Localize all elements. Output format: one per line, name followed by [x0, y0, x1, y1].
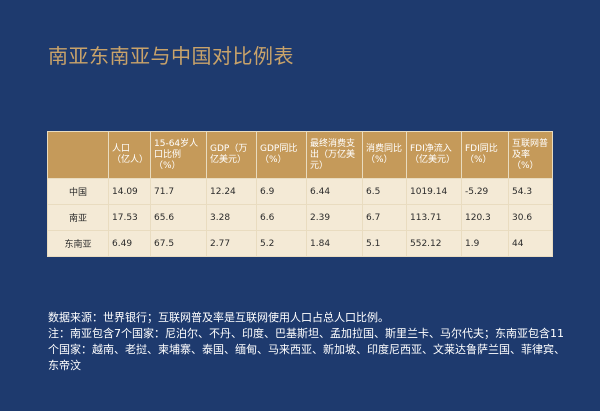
header-cell: GDP同比（%） — [256, 131, 307, 179]
table-cell: 54.3 — [508, 178, 553, 205]
header-cell: 15-64岁人口比例（%） — [150, 131, 207, 179]
table-cell: 2.77 — [206, 230, 257, 257]
header-cell: 最终消费支出（万亿美元） — [306, 131, 363, 179]
table-cell: 71.7 — [150, 178, 207, 205]
region-note: 注：南亚包含7个国家：尼泊尔、不丹、印度、巴基斯坦、孟加拉国、斯里兰卡、马尔代夫… — [48, 327, 565, 372]
table-cell: 3.28 — [206, 204, 257, 231]
header-cell: GDP（万亿美元） — [206, 131, 257, 179]
header-cell: FDI净流入（亿美元） — [406, 131, 462, 179]
table-cell: 5.1 — [362, 230, 407, 257]
table-row: 中国 14.09 71.7 12.24 6.9 6.44 6.5 1019.14… — [47, 178, 553, 205]
table-cell: 552.12 — [406, 230, 462, 257]
header-cell — [47, 131, 109, 179]
row-label: 中国 — [47, 178, 109, 205]
table-cell: 1019.14 — [406, 178, 462, 205]
table-cell: 113.71 — [406, 204, 462, 231]
table-cell: 6.7 — [362, 204, 407, 231]
table-cell: 6.49 — [108, 230, 151, 257]
table-cell: 2.39 — [306, 204, 363, 231]
table-cell: 67.5 — [150, 230, 207, 257]
comparison-table: 人口（亿人） 15-64岁人口比例（%） GDP（万亿美元） GDP同比（%） … — [47, 131, 553, 257]
table-cell: 17.53 — [108, 204, 151, 231]
table-cell: 6.5 — [362, 178, 407, 205]
source-note: 数据来源：世界银行；互联网普及率是互联网使用人口占总人口比例。 — [48, 311, 389, 324]
table-cell: 14.09 — [108, 178, 151, 205]
table-header-row: 人口（亿人） 15-64岁人口比例（%） GDP（万亿美元） GDP同比（%） … — [47, 131, 553, 179]
table-cell: 30.6 — [508, 204, 553, 231]
row-label: 东南亚 — [47, 230, 109, 257]
header-cell: 互联网普及率（%） — [508, 131, 553, 179]
header-cell: FDI同比（%） — [461, 131, 509, 179]
comparison-table-container: 人口（亿人） 15-64岁人口比例（%） GDP（万亿美元） GDP同比（%） … — [47, 131, 553, 257]
table-cell: 5.2 — [256, 230, 307, 257]
header-cell: 人口（亿人） — [108, 131, 151, 179]
header-cell: 消费同比（%） — [362, 131, 407, 179]
row-label: 南亚 — [47, 204, 109, 231]
table-cell: 1.84 — [306, 230, 363, 257]
table-cell: 44 — [508, 230, 553, 257]
table-row: 南亚 17.53 65.6 3.28 6.6 2.39 6.7 113.71 1… — [47, 204, 553, 231]
table-cell: 6.6 — [256, 204, 307, 231]
table-cell: 65.6 — [150, 204, 207, 231]
table-cell: 6.9 — [256, 178, 307, 205]
page-title: 南亚东南亚与中国对比例表 — [48, 44, 294, 68]
notes-section: 数据来源：世界银行；互联网普及率是互联网使用人口占总人口比例。 注：南亚包含7个… — [48, 310, 568, 374]
table-cell: -5.29 — [461, 178, 509, 205]
table-cell: 12.24 — [206, 178, 257, 205]
table-cell: 1.9 — [461, 230, 509, 257]
table-row: 东南亚 6.49 67.5 2.77 5.2 1.84 5.1 552.12 1… — [47, 230, 553, 257]
table-cell: 6.44 — [306, 178, 363, 205]
table-cell: 120.3 — [461, 204, 509, 231]
